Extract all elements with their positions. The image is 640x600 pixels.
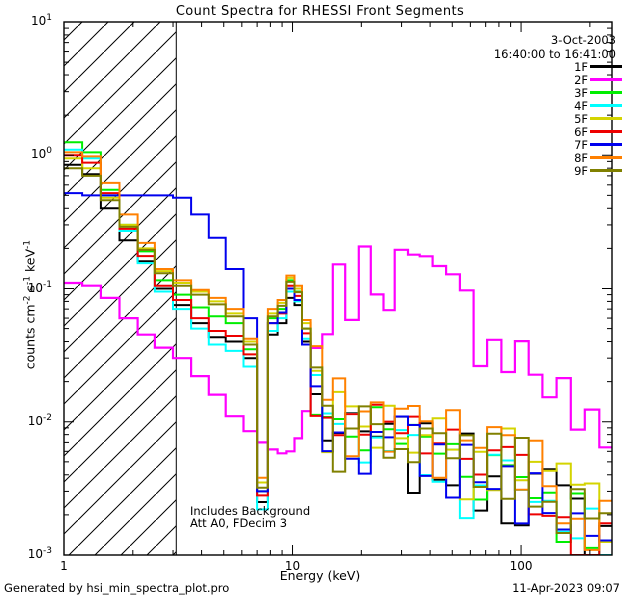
x-axis-label: Energy (keV)	[279, 568, 361, 583]
legend-color-swatch	[590, 169, 622, 172]
legend-label: 4F	[574, 99, 588, 113]
observation-date: 3-Oct-2003	[550, 33, 616, 47]
legend-item-2f: 2F	[520, 73, 640, 87]
legend-label: 1F	[574, 60, 588, 74]
legend-color-swatch	[590, 156, 622, 159]
legend-item-1f: 1F	[520, 60, 640, 74]
render-timestamp: 11-Apr-2023 09:07	[512, 581, 620, 595]
y-tick-label: 10-2	[27, 412, 52, 428]
legend-item-8f: 8F	[520, 151, 640, 165]
x-tick-label: 1	[60, 559, 68, 573]
legend-color-swatch	[590, 117, 622, 120]
attenuator-note: Att A0, FDecim 3	[190, 516, 288, 530]
legend-color-swatch	[590, 91, 622, 94]
legend-item-3f: 3F	[520, 86, 640, 100]
spectra-curves	[64, 141, 612, 555]
observation-time-range: 16:40:00 to 16:41:00	[493, 47, 616, 61]
legend-label: 6F	[574, 125, 588, 139]
axis-frame	[63, 21, 613, 556]
legend-label: 9F	[574, 164, 588, 178]
legend-item-5f: 5F	[520, 112, 640, 126]
legend-color-swatch	[590, 65, 622, 68]
legend-color-swatch	[590, 78, 622, 81]
y-tick-label: 10-1	[27, 279, 52, 295]
y-tick-label: 100	[30, 146, 52, 162]
legend-label: 7F	[574, 138, 588, 152]
y-axis-label: counts cm-2 s-1 keV-1	[22, 240, 38, 370]
legend-color-swatch	[590, 104, 622, 107]
legend-item-7f: 7F	[520, 138, 640, 152]
x-tick-label: 100	[509, 559, 533, 573]
x-tick-label: 10	[284, 559, 301, 573]
legend-color-swatch	[590, 130, 622, 133]
legend-label: 5F	[574, 112, 588, 126]
legend-color-swatch	[590, 143, 622, 146]
generator-credit: Generated by hsi_min_spectra_plot.pro	[4, 581, 230, 595]
y-tick-label: 101	[30, 13, 52, 28]
legend-item-6f: 6F	[520, 125, 640, 139]
legend-item-9f: 9F	[520, 164, 640, 178]
background-note: Includes Background	[190, 504, 311, 518]
y-tick-label: 10-3	[27, 546, 52, 561]
legend-label: 8F	[574, 151, 588, 165]
legend-label: 2F	[574, 73, 588, 87]
legend-label: 3F	[574, 86, 588, 100]
legend-item-4f: 4F	[520, 99, 640, 113]
page-title: Count Spectra for RHESSI Front Segments	[175, 4, 465, 19]
